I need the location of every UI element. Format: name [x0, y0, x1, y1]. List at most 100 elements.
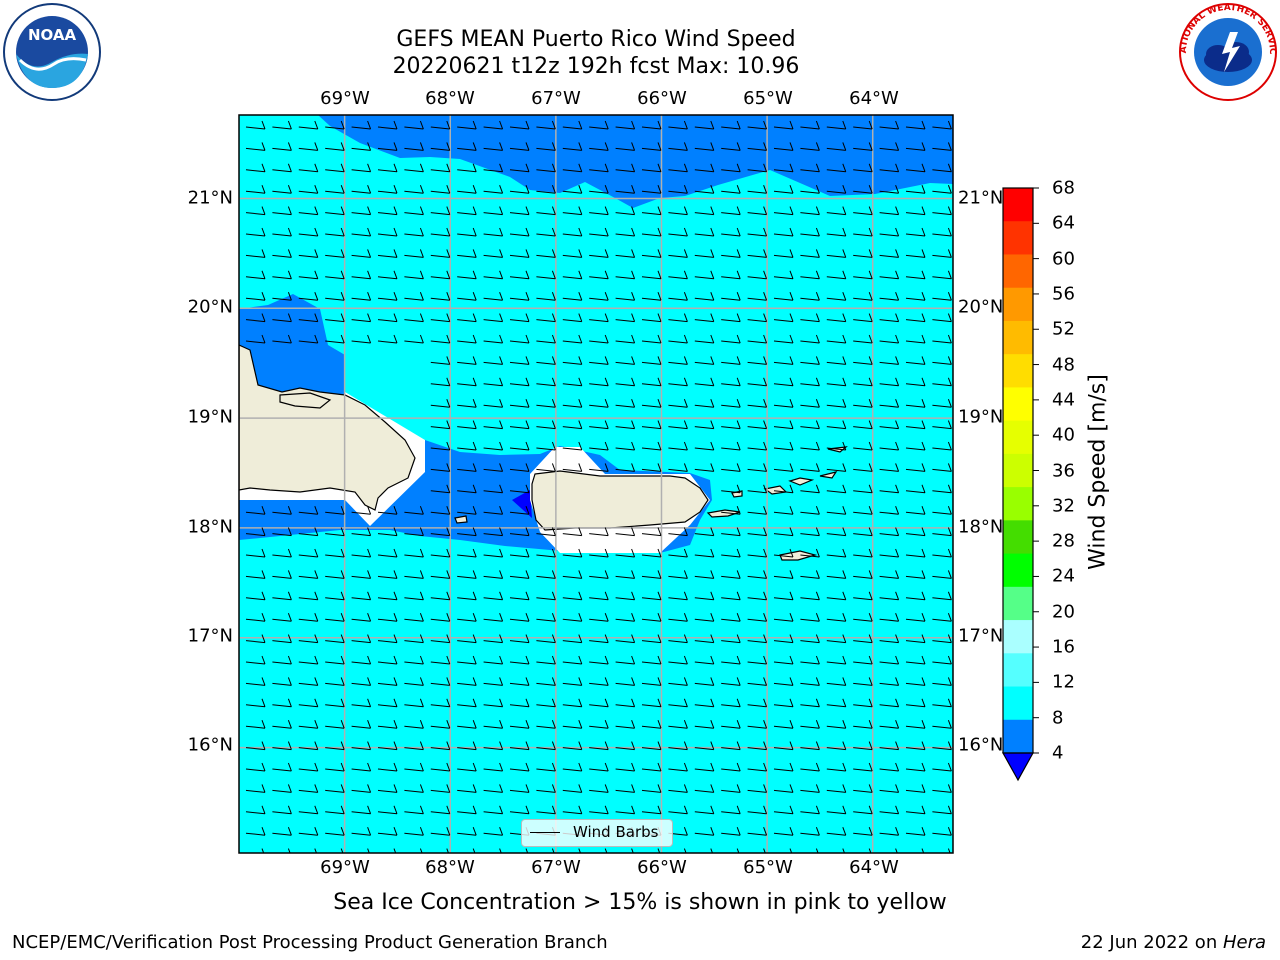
wind-barb	[615, 527, 636, 537]
wind-barb	[773, 527, 794, 537]
wind-barb	[325, 698, 345, 708]
wind-barb	[826, 441, 847, 451]
lon-label-bottom: 67°W	[531, 857, 581, 878]
wind-barb	[879, 698, 900, 708]
wind-barb	[509, 163, 530, 173]
wind-barb	[298, 270, 319, 280]
wind-barb	[747, 720, 768, 729]
wind-barb	[905, 399, 926, 408]
wind-barb	[430, 334, 451, 344]
wind-barb	[668, 206, 688, 216]
wind-barb	[351, 698, 372, 708]
wind-barb	[694, 249, 715, 258]
wind-barb	[562, 527, 583, 537]
wind-barb	[747, 441, 768, 451]
wind-barb	[615, 206, 636, 216]
wind-barb	[536, 377, 556, 387]
wind-barb	[879, 270, 900, 280]
wind-barb	[589, 591, 609, 601]
wind-barb	[905, 249, 926, 258]
wind-barb	[377, 334, 398, 344]
wind-barb	[351, 570, 372, 579]
wind-barb	[404, 270, 424, 280]
wind-barb	[457, 741, 477, 751]
wind-barb	[589, 463, 609, 472]
lon-label-bottom: 69°W	[320, 857, 370, 878]
wind-barb	[932, 677, 952, 686]
wind-barb	[826, 120, 847, 130]
wind-barb	[773, 420, 794, 430]
wind-barb	[773, 142, 794, 151]
wind-barb	[641, 698, 662, 708]
wind-barb	[562, 399, 583, 408]
wind-barb	[536, 292, 556, 301]
wind-barb	[879, 506, 900, 515]
wind-barb	[853, 120, 873, 130]
wind-barb	[800, 805, 820, 815]
wind-barb	[641, 249, 662, 258]
wind-barb	[721, 249, 741, 258]
wind-barb	[773, 613, 794, 622]
wind-barb	[483, 570, 504, 579]
wind-barb	[351, 591, 372, 601]
wind-barb	[483, 292, 504, 301]
wind-barb	[694, 762, 715, 772]
wind-barb	[562, 313, 583, 323]
wind-barb	[773, 784, 794, 793]
colorbar-cell	[1003, 487, 1033, 521]
wind-barb	[404, 698, 424, 708]
wind-barb	[721, 677, 741, 686]
wind-barb	[430, 356, 451, 365]
wind-barb	[351, 805, 372, 815]
wind-barb	[853, 185, 873, 194]
wind-barb	[641, 227, 662, 237]
wind-barb	[747, 570, 768, 579]
wind-barb	[800, 377, 820, 387]
wind-barb	[272, 613, 292, 622]
lon-label-top: 65°W	[743, 88, 793, 109]
wind-barb	[325, 784, 345, 793]
wind-barb	[879, 570, 900, 579]
wind-barb	[483, 441, 504, 451]
wind-barb	[457, 698, 477, 708]
wind-barb	[853, 163, 873, 173]
wind-barb	[615, 634, 636, 644]
wind-barb	[932, 484, 952, 494]
wind-barb	[615, 313, 636, 323]
wind-barb	[509, 313, 530, 323]
wind-barb	[377, 249, 398, 258]
colorbar-tick-label: 60	[1052, 248, 1075, 270]
wind-barb	[272, 527, 292, 537]
wind-barb	[826, 677, 847, 686]
wind-barb	[483, 399, 504, 408]
wind-barb	[826, 762, 847, 772]
wind-barb	[879, 420, 900, 430]
wind-barb	[826, 163, 847, 173]
wind-barb	[589, 249, 609, 258]
footer-host: Hera	[1222, 932, 1266, 953]
wind-barb	[826, 377, 847, 387]
wind-barb	[562, 185, 583, 194]
wind-barb	[932, 270, 952, 280]
wind-barb	[536, 399, 556, 408]
wind-barb	[905, 527, 926, 537]
colorbar-cell	[1003, 320, 1033, 355]
wind-barb	[325, 762, 345, 772]
wind-barb	[536, 570, 556, 579]
wind-barb	[562, 206, 583, 216]
wind-barb	[905, 484, 926, 494]
wind-barb	[272, 249, 292, 258]
wind-barb	[879, 484, 900, 494]
wind-barb	[668, 655, 688, 665]
wind-barb	[615, 570, 636, 579]
wind-barb	[932, 741, 952, 751]
wind-barb	[272, 634, 292, 644]
lon-label-top: 68°W	[425, 88, 475, 109]
wind-barb	[589, 292, 609, 301]
sea-ice-note: Sea Ice Concentration > 15% is shown in …	[333, 890, 947, 915]
wind-barb	[404, 185, 424, 194]
lat-label-left: 19°N	[187, 406, 233, 428]
wind-barb	[853, 142, 873, 151]
wind-barb	[509, 206, 530, 216]
